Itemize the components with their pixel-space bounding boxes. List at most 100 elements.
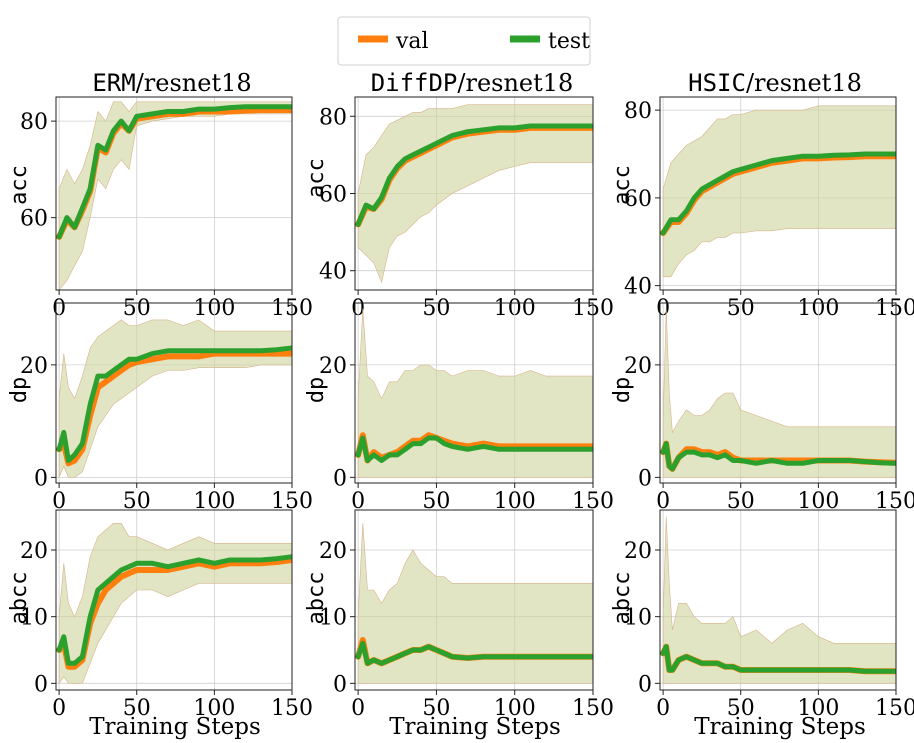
panel-abcc-diffdp: 0 50 100 150 0 10 20 bbox=[319, 509, 614, 721]
column-title-hsic-model: /resnet18 bbox=[746, 69, 862, 97]
panel-acc-hsic-frame bbox=[659, 96, 897, 291]
legend: val test bbox=[337, 16, 591, 66]
panel-abcc-erm-plot bbox=[56, 523, 292, 685]
panel-dp-hsic-frame bbox=[659, 302, 897, 484]
panel-abcc-erm-test-line bbox=[56, 554, 292, 666]
panel-dp-hsic-xtick-label-0: 0 bbox=[656, 489, 670, 514]
column-title-hsic-method: HSIC bbox=[688, 69, 746, 97]
panel-dp-hsic-ytick-label-20: 20 bbox=[624, 354, 652, 379]
legend-box bbox=[337, 16, 591, 66]
row-label-acc-col1: acc bbox=[7, 165, 32, 205]
panel-abcc-hsic-xtick-label-0: 0 bbox=[656, 696, 670, 721]
panel-abcc-hsic-test-line bbox=[660, 644, 896, 674]
panel-abcc-diffdp-frame bbox=[354, 509, 594, 691]
panel-dp-erm-ytick-label-0: 0 bbox=[34, 466, 48, 491]
panel-abcc-diffdp-plot bbox=[355, 523, 593, 684]
row-label-dp-col1: dp bbox=[7, 377, 32, 404]
column-title-diffdp: DiffDP/resnet18 bbox=[371, 69, 574, 97]
row-label-acc-col3: acc bbox=[610, 165, 635, 205]
panel-abcc-hsic-band bbox=[662, 516, 896, 684]
panel-abcc-erm-ytick-label-20: 20 bbox=[20, 539, 48, 564]
panel-abcc-hsic-ytick-label-10: 10 bbox=[624, 606, 652, 631]
panel-acc-hsic-ytick-label-60: 60 bbox=[624, 187, 652, 212]
row-label-abcc-col1: abcc bbox=[7, 572, 32, 625]
panel-abcc-hsic-xtick-label-50: 50 bbox=[727, 696, 755, 721]
panel-abcc-diffdp-ytick-label-10: 10 bbox=[319, 606, 347, 631]
panel-abcc-erm-xtick-label-150: 150 bbox=[271, 696, 313, 721]
panel-abcc-diffdp-ytick-label-0: 0 bbox=[333, 672, 347, 697]
panel-abcc-erm-xtick-label-0: 0 bbox=[52, 696, 66, 721]
panel-abcc-diffdp-xtick-label-50: 50 bbox=[422, 696, 450, 721]
panel-acc-erm-band bbox=[58, 101, 292, 290]
panel-dp-diffdp-ytick-label-20: 20 bbox=[319, 354, 347, 379]
row-label-acc-col2: acc bbox=[304, 158, 329, 198]
row-label-dp-col2: dp bbox=[304, 377, 329, 404]
panel-dp-erm-val-line bbox=[56, 350, 292, 467]
panel-dp-diffdp-plot bbox=[355, 308, 593, 478]
panel-dp-erm-ytick-label-20: 20 bbox=[20, 354, 48, 379]
panel-abcc-diffdp-ytick-label-20: 20 bbox=[319, 539, 347, 564]
panel-acc-diffdp-ytick-label-40: 40 bbox=[319, 260, 347, 285]
panel-abcc-erm-ytick-label-0: 0 bbox=[34, 672, 48, 697]
legend-val-label: val bbox=[395, 29, 429, 54]
panel-dp-diffdp-frame bbox=[354, 302, 594, 484]
panel-acc-hsic-ytick-label-40: 40 bbox=[624, 275, 652, 300]
panel-dp-erm-xtick-label-0: 0 bbox=[52, 489, 66, 514]
panel-dp-hsic-test-line bbox=[660, 441, 896, 472]
panel-acc-diffdp-test-line bbox=[355, 123, 593, 227]
column-title-erm-method: ERM bbox=[92, 69, 135, 97]
panel-abcc-diffdp-xtick-label-150: 150 bbox=[572, 696, 614, 721]
panel-dp-erm-plot bbox=[56, 319, 292, 478]
row-label-abcc-col3: abcc bbox=[610, 572, 635, 625]
panel-dp-erm-test-line bbox=[56, 345, 292, 463]
panel-abcc-diffdp-xtick-label-0: 0 bbox=[351, 696, 365, 721]
panel-abcc-hsic-frame bbox=[659, 509, 897, 691]
column-title-diffdp-model: /resnet18 bbox=[457, 69, 573, 97]
column-title-erm-model: /resnet18 bbox=[136, 69, 252, 97]
panel-dp-erm-frame bbox=[55, 302, 293, 484]
panel-dp-hsic-ytick-label-0: 0 bbox=[638, 466, 652, 491]
panel-dp-hsic-plot bbox=[660, 308, 896, 478]
panel-acc-erm-ytick-label-80: 80 bbox=[20, 110, 48, 135]
panel-abcc-hsic-ytick-label-0: 0 bbox=[638, 672, 652, 697]
x-axis-label-col2: Training Steps bbox=[389, 714, 561, 740]
panel-abcc-hsic-xtick-label-150: 150 bbox=[875, 696, 914, 721]
row-label-abcc-col2: abcc bbox=[304, 572, 329, 625]
panel-dp-diffdp-test-line bbox=[355, 435, 593, 463]
column-title-erm: ERM/resnet18 bbox=[92, 69, 251, 97]
panel-acc-diffdp-band bbox=[357, 104, 593, 284]
column-title-diffdp-method: DiffDP bbox=[371, 69, 458, 97]
panel-acc-hsic-xtick-label-150: 150 bbox=[875, 296, 914, 321]
panel-acc-diffdp-ytick-label-60: 60 bbox=[319, 183, 347, 208]
panel-acc-erm-ytick-label-60: 60 bbox=[20, 207, 48, 232]
legend-test-label: test bbox=[548, 29, 590, 54]
x-axis-label-col1: Training Steps bbox=[89, 714, 261, 740]
panel-acc-hsic-band bbox=[662, 105, 896, 278]
row-label-dp-col3: dp bbox=[610, 377, 635, 404]
panel-acc-erm-test-line bbox=[56, 104, 292, 240]
row-labels: acc acc acc dp dp dp abcc abcc abcc bbox=[7, 158, 635, 624]
panel-acc-erm-frame bbox=[55, 96, 293, 291]
panel-acc-erm-plot bbox=[56, 101, 292, 290]
panel-abcc-diffdp-xtick-label-100: 100 bbox=[494, 696, 536, 721]
panel-acc-hsic-plot bbox=[660, 105, 896, 278]
panel-dp-erm-band bbox=[58, 319, 292, 478]
panel-acc-hsic-ytick-label-80: 80 bbox=[624, 99, 652, 124]
panel-abcc-erm-frame bbox=[55, 509, 293, 691]
panel-abcc-hsic: 0 50 100 150 0 10 20 bbox=[624, 509, 914, 721]
panel-dp-diffdp-xtick-label-0: 0 bbox=[351, 489, 365, 514]
panel-acc-diffdp-plot bbox=[355, 104, 593, 284]
column-title-hsic: HSIC/resnet18 bbox=[688, 69, 862, 97]
x-axis-label-col3: Training Steps bbox=[694, 714, 866, 740]
column-titles: ERM/resnet18 DiffDP/resnet18 HSIC/resnet… bbox=[92, 69, 862, 97]
panel-dp-diffdp-ytick-label-0: 0 bbox=[333, 466, 347, 491]
panel-abcc-erm-val-line bbox=[56, 557, 292, 670]
